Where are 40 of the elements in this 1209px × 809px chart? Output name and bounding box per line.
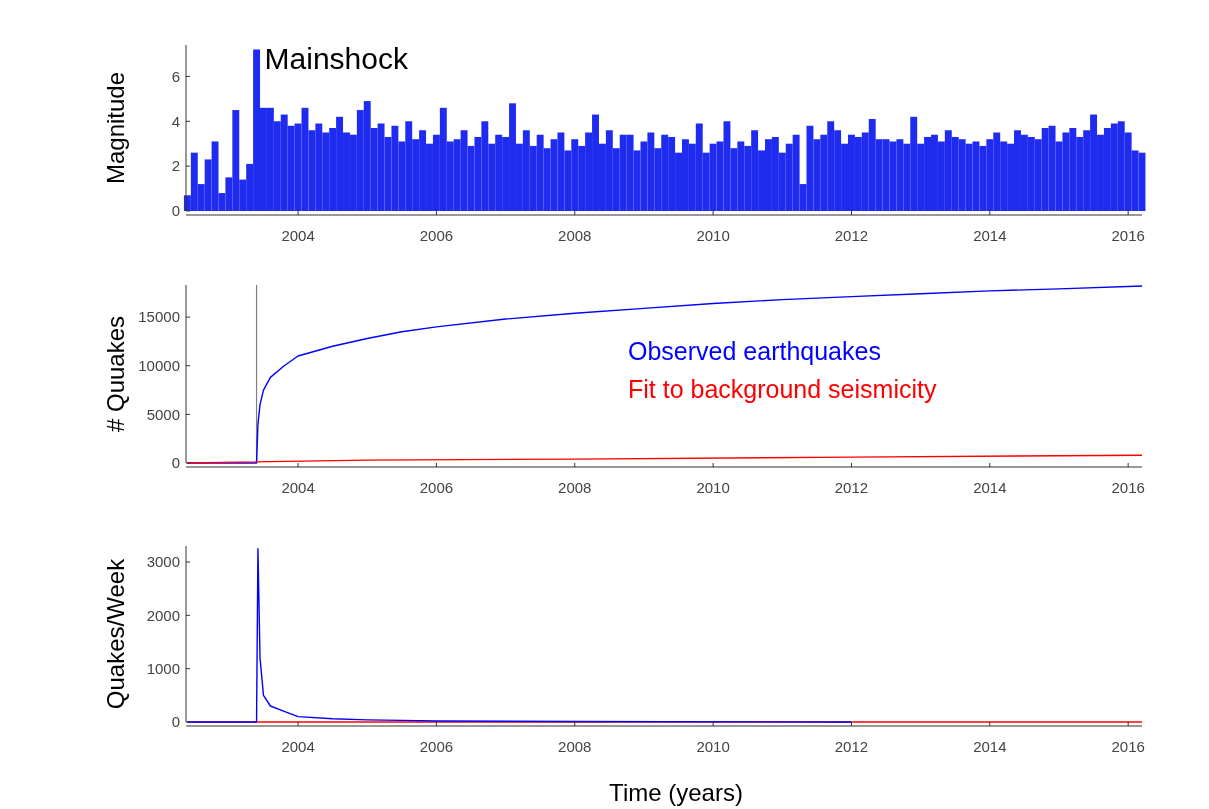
y-tick-label: 10000 (138, 356, 180, 374)
x-tick-label: 2010 (696, 227, 730, 244)
x-tick-label: 2004 (281, 227, 315, 244)
x-tick-label: 2006 (419, 479, 454, 496)
x-tick-label: 2008 (558, 738, 592, 755)
x-tick-label: 2016 (1111, 479, 1145, 496)
y-tick-label: 0 (171, 454, 180, 472)
x-tick-label: 2010 (696, 738, 730, 755)
text: Fit to background seismicity (628, 375, 937, 403)
x-tick-label: 2008 (558, 479, 592, 496)
annotation: Mainshock (264, 42, 409, 76)
y-tick-label: 0 (171, 713, 180, 731)
x-tick-label: 2008 (558, 227, 592, 244)
y-axis-title: # Quuakes (102, 315, 129, 433)
y-axis-title: Magnitude (102, 71, 129, 185)
x-tick-label: 2012 (834, 738, 869, 755)
x-tick-label: 2010 (696, 479, 730, 496)
y-tick-label: 2000 (146, 606, 180, 624)
x-tick-label: 2016 (1111, 227, 1145, 244)
series-label: Observed earthquakes (628, 337, 881, 365)
y-tick-label: 15000 (138, 308, 180, 326)
x-tick-label: 2006 (419, 227, 454, 244)
y-axis-title: Quakes/Week (102, 557, 129, 710)
x-tick-label: 2014 (973, 227, 1007, 244)
y-tick-label: 0 (171, 202, 180, 220)
x-tick-label: 2016 (1111, 738, 1145, 755)
y-tick-label: 6 (171, 67, 180, 85)
x-tick-label: 2012 (834, 227, 869, 244)
x-tick-label: 2004 (281, 479, 315, 496)
y-tick-label: 3000 (146, 553, 180, 571)
x-axis-title: Time (years) (609, 779, 743, 806)
y-tick-label: 1000 (146, 659, 180, 677)
x-tick-label: 2006 (419, 738, 454, 755)
y-tick-label: 4 (171, 112, 180, 130)
x-tick-label: 2014 (973, 479, 1007, 496)
x-tick-label: 2014 (973, 738, 1007, 755)
y-tick-label: 2 (171, 157, 180, 175)
x-tick-label: 2004 (281, 738, 315, 755)
x-tick-label: 2012 (834, 479, 869, 496)
y-tick-label: 5000 (146, 405, 180, 423)
